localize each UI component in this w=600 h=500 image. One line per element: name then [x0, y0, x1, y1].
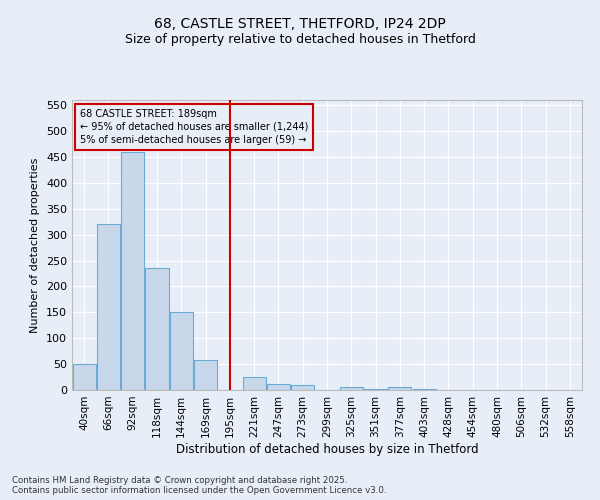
Bar	[73, 364, 95, 390]
Bar	[170, 312, 193, 390]
Bar	[291, 386, 314, 390]
Text: 68 CASTLE STREET: 189sqm
← 95% of detached houses are smaller (1,244)
5% of semi: 68 CASTLE STREET: 189sqm ← 95% of detach…	[80, 108, 308, 145]
X-axis label: Distribution of detached houses by size in Thetford: Distribution of detached houses by size …	[176, 442, 478, 456]
Bar	[121, 152, 144, 390]
Bar	[340, 388, 363, 390]
Bar	[388, 388, 412, 390]
Bar	[97, 224, 120, 390]
Text: 68, CASTLE STREET, THETFORD, IP24 2DP: 68, CASTLE STREET, THETFORD, IP24 2DP	[154, 18, 446, 32]
Bar	[145, 268, 169, 390]
Y-axis label: Number of detached properties: Number of detached properties	[31, 158, 40, 332]
Text: Contains HM Land Registry data © Crown copyright and database right 2025.
Contai: Contains HM Land Registry data © Crown c…	[12, 476, 386, 495]
Bar	[194, 360, 217, 390]
Bar	[267, 384, 290, 390]
Text: Size of property relative to detached houses in Thetford: Size of property relative to detached ho…	[125, 32, 475, 46]
Bar	[242, 377, 266, 390]
